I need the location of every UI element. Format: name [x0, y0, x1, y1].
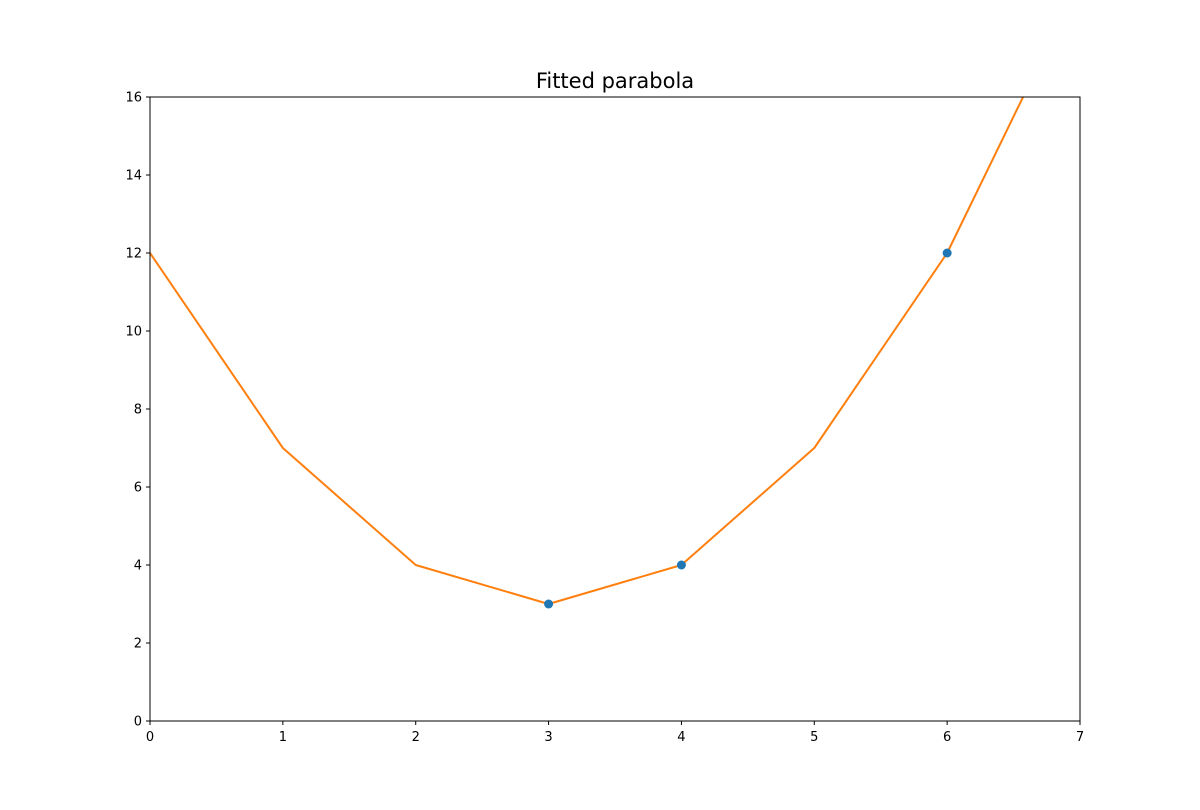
x-tick-label: 5 — [810, 730, 818, 745]
y-tick-label: 0 — [134, 715, 142, 730]
data-point — [942, 248, 952, 258]
y-tick-label: 6 — [134, 481, 142, 496]
x-tick-label: 6 — [943, 730, 951, 745]
data-point — [544, 599, 554, 609]
x-tick-label: 2 — [412, 730, 420, 745]
y-tick-label: 4 — [134, 559, 142, 574]
y-tick-label: 2 — [134, 637, 142, 652]
y-tick-label: 16 — [125, 91, 142, 106]
y-tick-label: 10 — [125, 325, 142, 340]
plot-area-frame — [149, 96, 1081, 722]
y-tick-label: 14 — [125, 169, 142, 184]
x-tick-label: 4 — [677, 730, 685, 745]
y-tick-label: 8 — [134, 403, 142, 418]
y-tick-label: 12 — [125, 247, 142, 262]
x-tick-label: 3 — [544, 730, 552, 745]
chart-title: Fitted parabola — [536, 69, 694, 93]
x-tick-label: 0 — [146, 730, 154, 745]
fitted-curve-line — [150, 97, 1025, 605]
x-tick-label: 1 — [279, 730, 287, 745]
data-point — [676, 560, 686, 570]
x-tick-label: 7 — [1076, 730, 1084, 745]
